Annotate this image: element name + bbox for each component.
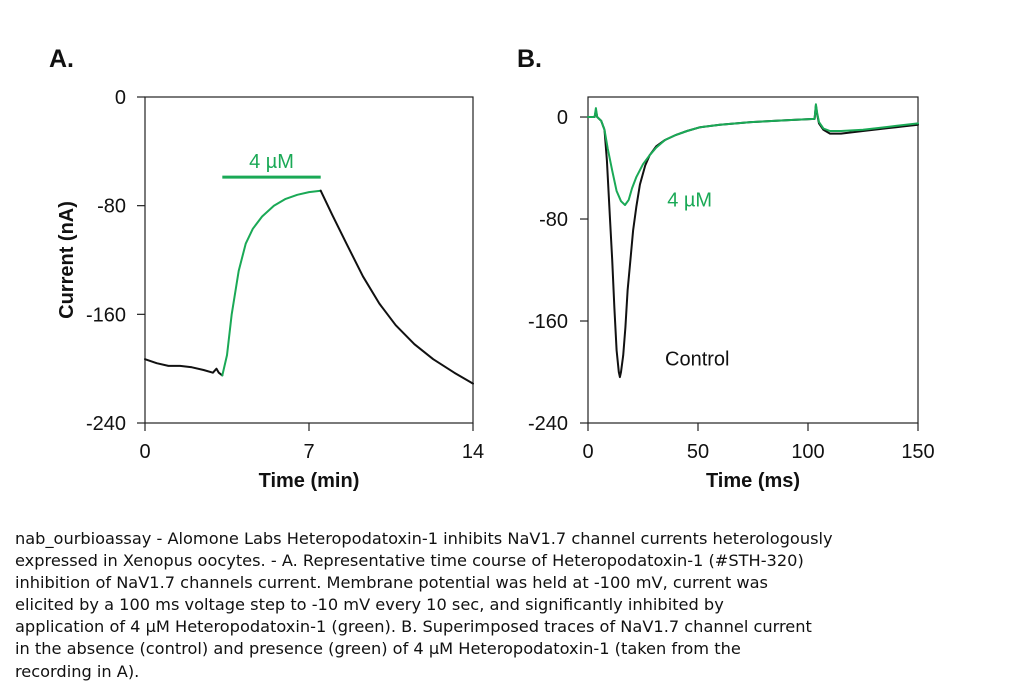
series-line-4-m [221,189,322,377]
y-tick-label: -160 [86,304,126,326]
chart-panel-a: 0 -80 -160 -240 0 7 14 Time (min) Current (nA) 4 … [56,87,484,492]
trace-label-4-m: 4 µM [667,189,712,211]
y-tick-label: -80 [539,209,568,231]
trace-label-control: Control [665,349,729,371]
y-axis-title: Current (nA) [56,201,78,319]
chart-panel-b: 0 -80 -160 -240 0 50 100 150 Time (ms) 4 µM Contro… [528,96,935,492]
y-tick-label: -240 [528,413,568,435]
x-tick-label: 0 [139,441,150,463]
y-tick-label: 0 [557,107,568,129]
plot-frame [587,96,919,424]
x-axis-title: Time (ms) [706,470,800,492]
x-axis-title: Time (min) [259,470,360,492]
figure-charts: 0 -80 -160 -240 0 7 14 Time (min) Current (nA) 4 … [56,87,935,492]
x-tick-label: 50 [687,441,709,463]
x-tick-label: 7 [303,441,314,463]
series-line-control [587,104,919,379]
y-tick-label: -240 [86,413,126,435]
panel-a-label: A. [49,45,74,73]
plot-frame [144,96,474,424]
application-bar-label: 4 µM [249,151,294,173]
panel-b-label: B. [517,45,542,73]
y-tick-label: -80 [97,196,126,218]
figure-caption: nab_ourbioassay - Alomone Labs Heteropod… [15,529,833,681]
y-tick-label: -160 [528,311,568,333]
x-tick-label: 100 [791,441,824,463]
series-line-washout [319,189,474,385]
x-tick-label: 14 [462,441,484,463]
series-line-control-before [144,358,224,377]
x-tick-label: 150 [901,441,934,463]
y-tick-label: 0 [115,87,126,109]
x-tick-label: 0 [582,441,593,463]
series-line-4-m [587,103,919,206]
